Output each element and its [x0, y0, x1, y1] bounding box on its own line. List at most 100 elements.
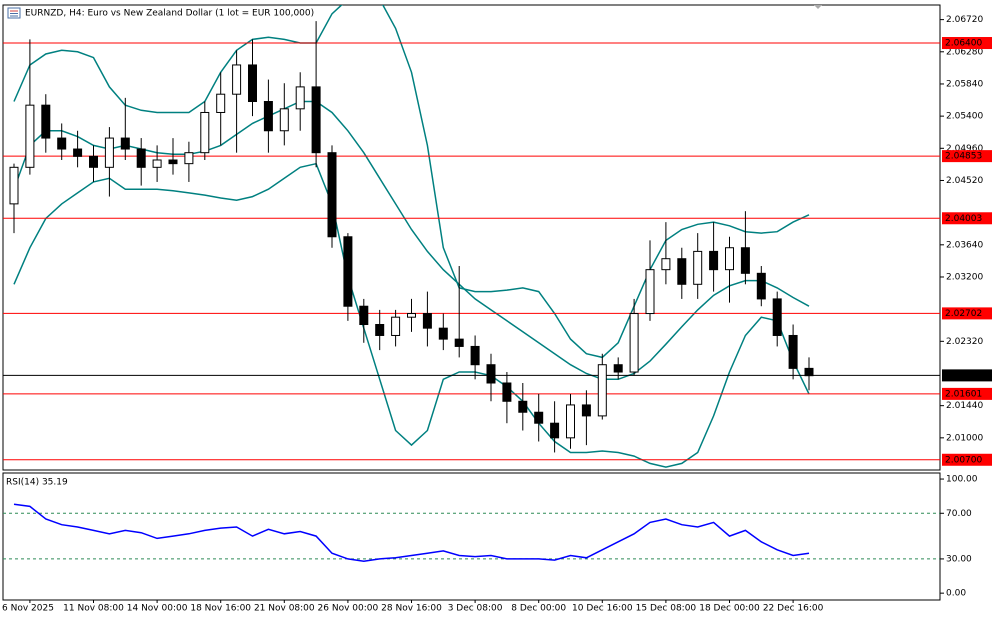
candle-body	[73, 148, 83, 157]
y-tick-label: 2.04520	[946, 176, 983, 186]
level-label: 2.06400	[945, 39, 982, 49]
price-plot	[3, 5, 940, 468]
axes: 2.06720 2.06280 2.05840 2.05400 2.04960 2.045…	[2, 15, 992, 614]
candle-body	[232, 64, 242, 95]
level-label-box	[942, 150, 992, 163]
price-label: 2.01854	[945, 371, 982, 381]
price-label-box	[942, 369, 992, 382]
y-tick-label: 2.05840	[946, 79, 983, 89]
level-label: 2.02702	[945, 309, 982, 319]
symbol-icon	[7, 7, 21, 19]
bollinger-middle	[13, 100, 810, 381]
candle-body	[168, 159, 178, 165]
level-label-box	[942, 387, 992, 400]
candle-body	[343, 236, 353, 307]
candle-body	[295, 86, 305, 110]
y-tick-label: 0.00	[946, 589, 966, 599]
candle-body	[25, 104, 35, 168]
candle-body	[645, 269, 655, 315]
x-tick-label: 10 Dec 16:00	[572, 604, 633, 614]
y-tick-label: 2.05400	[946, 112, 983, 122]
y-tick-label: 2.03640	[946, 240, 983, 250]
candle-body	[454, 338, 464, 347]
candle-body	[629, 313, 639, 373]
y-tick-label: 2.06280	[946, 47, 983, 57]
candle-body	[9, 166, 19, 205]
level-label-box	[942, 453, 992, 466]
candle-body	[470, 345, 480, 366]
x-tick-label: 22 Dec 16:00	[763, 604, 824, 614]
x-tick-label: 3 Dec 08:00	[448, 604, 503, 614]
y-tick-label: 2.02320	[946, 337, 983, 347]
level-label: 2.04003	[945, 214, 982, 224]
level-label: 2.00700	[945, 455, 982, 465]
y-tick-label: 2.06720	[946, 15, 983, 25]
candle-body	[566, 404, 575, 439]
candle-body	[693, 250, 703, 285]
candle-body	[89, 155, 98, 168]
candle-body	[57, 137, 67, 150]
candle-body	[375, 324, 385, 336]
candle-body	[216, 93, 226, 113]
x-tick-label: 11 Nov 08:00	[63, 604, 124, 614]
x-tick-label: 18 Nov 16:00	[190, 604, 251, 614]
candle-body	[41, 104, 51, 139]
candle-body	[709, 250, 719, 271]
level-label: 2.01601	[945, 389, 982, 399]
level-label-box	[942, 307, 992, 320]
level-label-box	[942, 37, 992, 50]
candle-body	[248, 64, 257, 103]
candle-body	[407, 313, 416, 318]
y-tick-label: 30.00	[946, 554, 972, 564]
candle-body	[581, 404, 591, 417]
bollinger-lower	[13, 162, 810, 468]
rsi-panel	[2, 472, 941, 601]
candle-body	[438, 327, 448, 340]
y-tick-label: 70.00	[946, 509, 972, 519]
main-panel	[2, 4, 941, 471]
level-label-box	[942, 212, 992, 225]
x-tick-label: 21 Nov 08:00	[254, 604, 315, 614]
level-label: 2.04853	[945, 152, 982, 162]
candle-body	[740, 247, 750, 274]
candle-body	[486, 364, 496, 384]
rsi-plot	[3, 503, 940, 562]
x-tick-label: 6 Nov 2025	[2, 604, 54, 614]
candle-body	[200, 111, 210, 154]
candle-body	[534, 411, 544, 424]
x-tick-label: 18 Dec 00:00	[699, 604, 760, 614]
candle-body	[772, 298, 782, 336]
candle-body	[756, 272, 766, 300]
candle-body	[550, 422, 560, 439]
x-tick-label: 28 Nov 16:00	[381, 604, 442, 614]
x-tick-label: 26 Nov 00:00	[318, 604, 379, 614]
candle-body	[152, 159, 162, 168]
bollinger-upper	[13, 5, 810, 359]
candle-body	[136, 148, 146, 168]
candle-body	[597, 364, 607, 417]
x-tick-label: 8 Dec 00:00	[511, 604, 566, 614]
candle-body	[661, 258, 671, 271]
shift-marker	[814, 5, 822, 9]
candle-body	[613, 364, 623, 373]
y-tick-label: 2.03200	[946, 272, 983, 282]
candle-body	[279, 108, 289, 132]
candle-body	[788, 334, 798, 369]
rsi-line	[13, 503, 810, 562]
candle-body	[263, 101, 273, 132]
y-tick-label: 2.01440	[946, 401, 983, 411]
candle-body	[422, 313, 432, 329]
candle-body	[518, 400, 528, 413]
candle-body	[184, 152, 194, 165]
x-tick-label: 14 Nov 00:00	[127, 604, 188, 614]
candle-body	[725, 247, 734, 271]
chart-title: EURNZD, H4: Euro vs New Zealand Dollar (…	[25, 9, 314, 19]
rsi-title: RSI(14) 35.19	[6, 478, 68, 488]
candle-body	[391, 316, 401, 336]
y-tick-label: 2.01000	[946, 433, 983, 443]
candle-body	[120, 137, 130, 150]
candle-body	[359, 305, 369, 326]
candle-body	[327, 152, 337, 238]
y-tick-label: 2.04960	[946, 144, 983, 154]
